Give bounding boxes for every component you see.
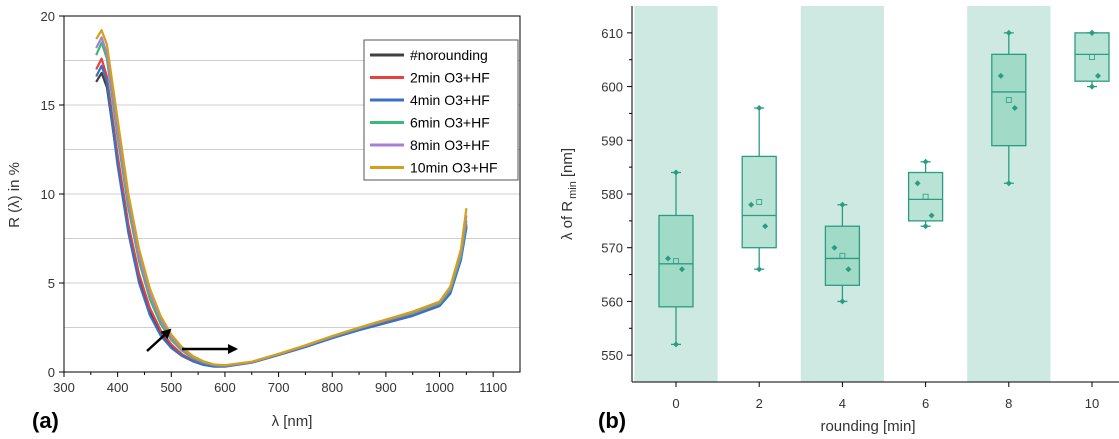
data-point: [845, 266, 852, 273]
data-point: [997, 72, 1004, 79]
y-tick-label: 550: [601, 348, 623, 363]
y-axis-title-subscript: min: [567, 181, 579, 199]
y-tick-label: 15: [41, 98, 55, 113]
data-point: [839, 201, 846, 208]
panel-label-a: (a): [32, 408, 59, 433]
mean-marker: [673, 258, 679, 265]
legend-label: 8min O3+HF: [410, 137, 490, 153]
legend-label: 10min O3+HF: [410, 160, 498, 176]
mean-marker: [1005, 97, 1012, 103]
mean-marker: [922, 193, 929, 200]
y-tick-label: 580: [601, 187, 623, 202]
shift-arrow-diagonal: [146, 328, 172, 352]
data-point: [1011, 105, 1018, 112]
x-tick-label: 800: [321, 380, 343, 395]
panel-label-b: (b): [598, 408, 626, 433]
x-ticks: 300 400 500 600 700 800 900 1000 1100: [53, 372, 507, 395]
y-tick-label: 600: [601, 80, 623, 95]
data-point: [1005, 180, 1012, 187]
y-tick-label: 5: [48, 276, 55, 291]
box: [658, 214, 694, 308]
boxes: [658, 29, 1110, 348]
reflectance-chart: 300 400 500 600 700 800 900 1000 1100 0 5 10 15 20 λ…: [6, 9, 521, 433]
y-tick-label: 570: [601, 241, 623, 256]
series-lines: [95, 29, 468, 368]
shaded-band: [800, 6, 884, 382]
box: [1074, 32, 1110, 82]
x-axis-title: λ [nm]: [272, 413, 313, 430]
legend-label: #norounding: [410, 47, 488, 63]
data-point: [914, 180, 921, 187]
data-point: [756, 266, 763, 273]
x-tick-label: 1000: [425, 380, 454, 395]
x-tick-label: 300: [53, 380, 75, 395]
legend-label: 4min O3+HF: [410, 92, 490, 108]
data-point: [756, 105, 763, 112]
x-tick-label: 600: [214, 380, 236, 395]
y-tick-label: 10: [41, 187, 55, 202]
data-point: [1089, 29, 1095, 36]
x-tick-label: 2: [756, 396, 763, 411]
y-ticks: 0 5 10 15 20: [41, 9, 64, 380]
y-tick-label: 610: [601, 26, 623, 41]
data-point: [928, 212, 935, 219]
x-tick-label: 500: [160, 380, 182, 395]
series-line: [95, 64, 468, 368]
x-ticks: 0 2 4 6 8 10: [672, 382, 1099, 411]
legend-label: 6min O3+HF: [410, 115, 490, 131]
data-point: [831, 244, 838, 251]
data-point: [665, 255, 671, 262]
data-point: [1005, 29, 1012, 36]
series-line: [95, 29, 468, 367]
y-axis-title-main: λ of R: [559, 201, 576, 240]
data-point: [679, 266, 685, 273]
y-tick-label: 590: [601, 133, 623, 148]
y-tick-label: 560: [601, 294, 623, 309]
data-point: [673, 169, 679, 176]
x-tick-label: 1100: [479, 380, 507, 395]
boxplot-chart: 0 2 4 6 8 10 550 560 570 580 590 600 610 rounding […: [559, 6, 1119, 435]
y-axis-title-unit: [nm]: [559, 148, 576, 177]
x-tick-label: 0: [672, 396, 679, 411]
data-point: [748, 201, 755, 208]
y-ticks: 550 560 570 580 590 600 610: [601, 26, 632, 363]
x-tick-label: 400: [107, 380, 129, 395]
mean-marker: [839, 252, 846, 259]
x-tick-label: 900: [375, 380, 397, 395]
legend-label: 2min O3+HF: [410, 70, 490, 86]
x-tick-label: 8: [1005, 396, 1012, 411]
x-tick-label: 10: [1085, 396, 1099, 411]
data-point: [922, 223, 929, 230]
legend: #norounding 2min O3+HF 4min O3+HF 6min O3+H…: [363, 39, 519, 181]
data-point: [922, 158, 929, 165]
x-tick-label: 700: [268, 380, 290, 395]
y-tick-label: 20: [41, 9, 55, 24]
data-point: [762, 223, 769, 230]
mean-marker: [756, 199, 763, 205]
y-axis-title: λ of R min [nm]: [559, 148, 579, 240]
data-point: [839, 298, 846, 305]
mean-marker: [1089, 54, 1095, 60]
y-axis-title: R (λ) in %: [6, 162, 23, 228]
legend-box: [363, 39, 519, 181]
x-tick-label: 6: [922, 396, 929, 411]
box: [991, 53, 1027, 147]
data-point: [1095, 72, 1101, 79]
data-point: [1089, 83, 1095, 90]
box: [741, 155, 777, 249]
x-axis-title: rounding [min]: [820, 418, 915, 435]
y-tick-label: 0: [48, 365, 55, 380]
x-tick-label: 4: [839, 396, 846, 411]
box: [907, 171, 944, 222]
box: [824, 225, 861, 286]
shaded-bands: [634, 6, 1051, 382]
data-point: [673, 341, 679, 348]
